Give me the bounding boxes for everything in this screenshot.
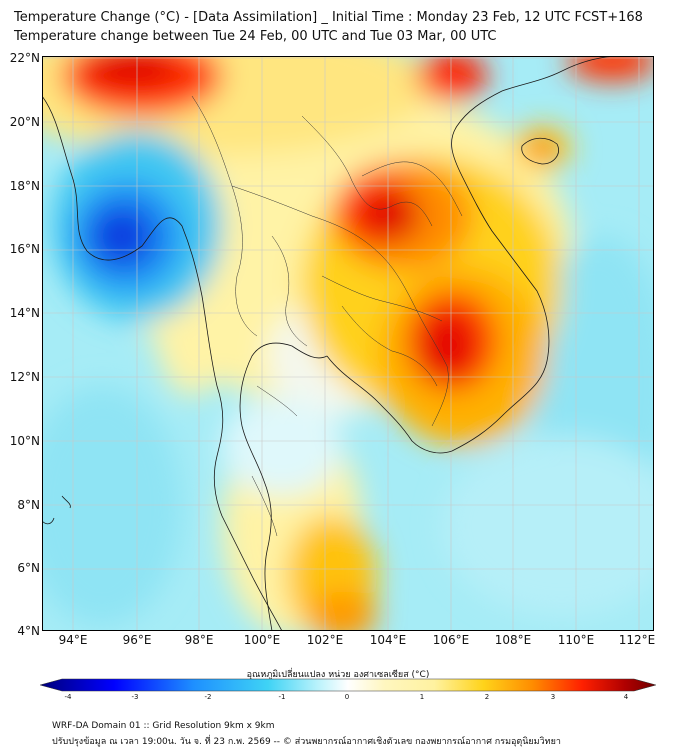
chart-title: Temperature Change (°C) - [Data Assimila…: [14, 10, 643, 25]
lon-label: 102°E: [306, 633, 344, 647]
footer-model-info: WRF-DA Domain 01 :: Grid Resolution 9km …: [52, 721, 275, 731]
lat-label: 10°N: [9, 434, 40, 448]
lon-label: 104°E: [369, 633, 407, 647]
lat-label: 18°N: [9, 179, 40, 193]
lon-label: 106°E: [432, 633, 470, 647]
temperature-map: [42, 56, 654, 631]
colorbar-title: อุณหภูมิเปลี่ยนแปลง หน่วย องศาเซลเซียส (…: [246, 670, 430, 680]
lon-label: 96°E: [122, 633, 152, 647]
colorbar-tick: 1: [419, 693, 425, 701]
lon-label: 110°E: [557, 633, 595, 647]
colorbar-tick: -2: [204, 693, 212, 701]
lon-label: 100°E: [243, 633, 281, 647]
lat-label: 12°N: [9, 370, 40, 384]
colorbar-tick: -1: [278, 693, 286, 701]
colorbar-tick: 4: [623, 693, 629, 701]
colorbar-tick: 2: [484, 693, 490, 701]
heatmap-field: [42, 56, 654, 631]
map-frame: [42, 56, 654, 631]
lon-label: 94°E: [58, 633, 88, 647]
country-borders: [191, 95, 463, 537]
lon-label: 98°E: [184, 633, 214, 647]
colorbar-tick: -3: [131, 693, 139, 701]
lat-label: 16°N: [9, 242, 40, 256]
colorbar-tick: 0: [344, 693, 350, 701]
lat-label: 6°N: [17, 561, 40, 575]
lat-label: 4°N: [17, 624, 40, 638]
lon-label: 112°E: [618, 633, 656, 647]
lat-label: 8°N: [17, 498, 40, 512]
lat-label: 14°N: [9, 306, 40, 320]
colorbar: [40, 678, 656, 692]
footer-update-info: ปรับปรุงข้อมูล ณ เวลา 19:00น. วัน จ. ที่…: [52, 737, 561, 747]
lon-label: 108°E: [494, 633, 532, 647]
coastlines: [42, 56, 623, 631]
lat-label: 20°N: [9, 115, 40, 129]
grid-lines: [42, 56, 654, 631]
chart-subtitle: Temperature change between Tue 24 Feb, 0…: [14, 29, 497, 44]
colorbar-tick: 3: [550, 693, 556, 701]
lat-label: 22°N: [9, 51, 40, 65]
colorbar-tick: -4: [64, 693, 72, 701]
